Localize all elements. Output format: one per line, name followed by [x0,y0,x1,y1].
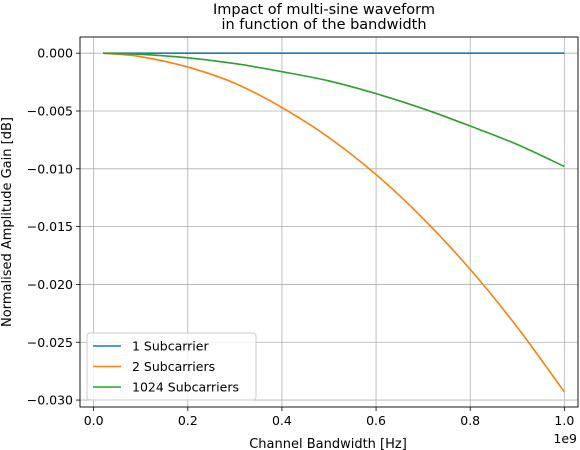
x-offset-label: 1e9 [553,431,577,446]
x-tick-label: 0.4 [272,413,292,428]
plot-lines [102,52,565,393]
y-axis-label: Normalised Amplitude Gain [dB] [0,117,15,327]
y-tick-label: −0.020 [27,277,73,292]
y-tick-label: −0.015 [27,219,73,234]
legend-label: 2 Subcarriers [132,359,215,374]
legend-box [86,332,257,401]
series-line [102,52,565,393]
x-tick-label: 1.0 [554,413,574,428]
ticks [76,52,565,411]
x-tick-label: 0.2 [178,413,198,428]
y-tick-label: 0.000 [37,46,73,61]
chart-title-line2: in function of the bandwidth [221,17,426,33]
plot-frame [79,36,579,408]
x-tick-label: 0.0 [84,413,104,428]
legend: 1 Subcarrier 2 Subcarriers 1024 Subcarrier… [86,332,257,401]
chart-title-line1: Impact of multi-sine waveform [213,2,435,18]
x-tick-label: 0.8 [460,413,480,428]
x-tick-label: 0.6 [366,413,386,428]
series-line [103,52,565,168]
y-tick-label: −0.005 [27,104,73,119]
y-tick-label: −0.010 [27,161,73,176]
y-tick-label: −0.030 [27,393,73,408]
legend-label: 1024 Subcarriers [132,380,239,395]
x-axis-label: Channel Bandwidth [Hz] [249,437,407,450]
y-tick-label: −0.025 [27,335,73,350]
legend-label: 1 Subcarrier [132,339,209,354]
